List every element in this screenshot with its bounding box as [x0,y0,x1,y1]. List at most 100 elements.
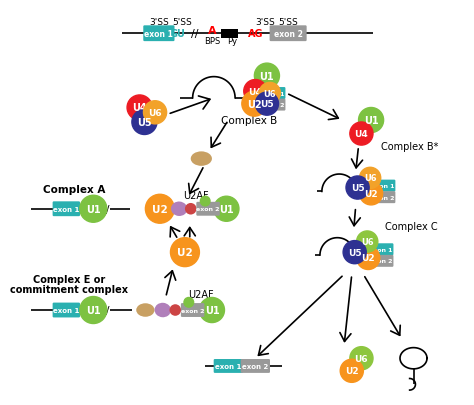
Text: U2: U2 [247,99,262,109]
Circle shape [244,80,267,103]
Text: A: A [208,26,216,36]
Text: Complex A: Complex A [43,185,105,195]
Text: Complex C: Complex C [385,222,438,232]
Text: SF1: SF1 [137,306,153,315]
Circle shape [350,347,373,370]
Circle shape [343,241,366,264]
Circle shape [214,197,239,222]
Text: U6: U6 [355,354,368,363]
FancyBboxPatch shape [241,359,270,373]
FancyBboxPatch shape [260,88,285,100]
Text: U1: U1 [219,204,234,214]
Text: commitment complex: commitment complex [10,284,128,294]
Text: Complex B*: Complex B* [381,142,438,152]
Text: U6: U6 [148,109,162,117]
Text: U1: U1 [260,71,274,81]
Circle shape [356,231,378,253]
Circle shape [359,168,381,189]
Text: Complex E or: Complex E or [33,275,105,284]
Text: U1: U1 [86,305,100,315]
Text: exon 1: exon 1 [369,247,392,252]
FancyBboxPatch shape [368,255,393,267]
Text: GU: GU [169,29,185,39]
Ellipse shape [155,303,171,318]
Text: U2AF: U2AF [183,191,209,201]
Text: //: // [191,29,198,39]
FancyBboxPatch shape [143,26,174,42]
Text: exon 2: exon 2 [369,259,392,264]
Circle shape [356,247,380,270]
FancyBboxPatch shape [53,303,80,318]
Circle shape [255,64,280,89]
Text: //: // [102,204,109,214]
Text: U2: U2 [345,367,359,375]
Text: exon 1: exon 1 [53,206,80,212]
Text: exon 2: exon 2 [181,308,204,313]
Text: U4: U4 [248,87,262,96]
FancyBboxPatch shape [260,99,285,111]
Text: exon 2: exon 2 [242,363,268,369]
Text: exon 2: exon 2 [196,207,220,212]
Text: //: // [102,305,109,315]
Text: 3'SS: 3'SS [149,18,169,27]
Text: exon 2: exon 2 [371,195,394,200]
Text: 5'SS: 5'SS [278,18,298,27]
Text: U5: U5 [348,248,362,257]
Circle shape [200,298,225,323]
Ellipse shape [136,303,155,317]
Text: U5: U5 [137,118,152,128]
Circle shape [359,182,383,205]
Text: exon 2: exon 2 [261,103,284,108]
Text: SF1: SF1 [192,155,210,164]
Text: Py: Py [227,37,237,46]
Text: 65: 65 [157,306,168,315]
Text: exon 1: exon 1 [145,30,173,38]
Text: U2: U2 [177,247,193,258]
Text: Complex B: Complex B [221,116,278,126]
Text: 35: 35 [171,307,180,313]
FancyBboxPatch shape [53,202,80,217]
Text: exon 2: exon 2 [273,30,302,38]
Bar [220,30,238,39]
Ellipse shape [185,203,197,215]
Circle shape [127,96,152,121]
Text: exon 1: exon 1 [371,183,394,189]
Ellipse shape [170,305,181,316]
Circle shape [346,177,369,200]
Text: U5: U5 [351,183,365,192]
Text: U2: U2 [364,190,378,198]
Ellipse shape [171,202,187,216]
Circle shape [146,195,174,224]
Text: U1: U1 [86,204,100,214]
Text: U4: U4 [355,130,368,139]
Circle shape [132,110,157,135]
Circle shape [350,123,373,146]
Text: U5: U5 [260,100,273,109]
FancyBboxPatch shape [368,244,393,256]
Circle shape [144,102,167,125]
FancyBboxPatch shape [270,26,307,42]
Text: exon 1: exon 1 [215,363,242,369]
Text: U1: U1 [364,116,378,126]
Text: AG: AG [247,29,263,39]
Text: U4: U4 [132,103,147,113]
FancyBboxPatch shape [370,180,395,192]
Text: 3'SS: 3'SS [255,18,275,27]
Text: exon 1: exon 1 [261,91,284,96]
Circle shape [201,197,210,207]
Ellipse shape [191,152,212,166]
Circle shape [171,238,200,267]
Circle shape [242,92,267,117]
Text: U2AF: U2AF [189,289,214,299]
FancyBboxPatch shape [196,202,220,216]
Text: 5'SS: 5'SS [172,18,192,27]
FancyBboxPatch shape [214,359,243,373]
Text: U2: U2 [152,204,168,214]
Text: U6: U6 [364,174,376,183]
FancyBboxPatch shape [370,192,395,204]
Text: 65: 65 [174,205,184,214]
Text: 35: 35 [186,206,196,212]
Circle shape [259,83,281,104]
FancyBboxPatch shape [181,303,204,317]
Text: exon 1: exon 1 [53,307,80,313]
